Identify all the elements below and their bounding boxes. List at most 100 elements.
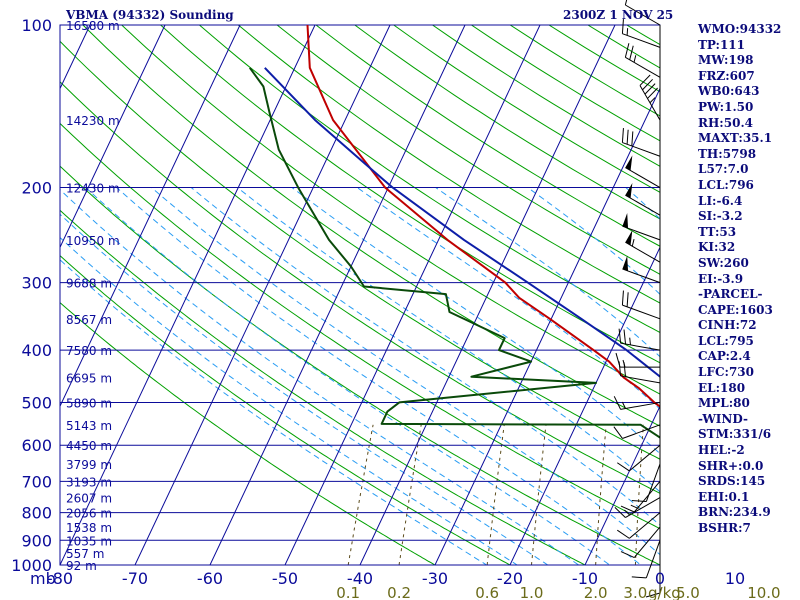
mixing-ratio-label: 1.0 xyxy=(520,584,544,600)
height-label: 6695 m xyxy=(66,372,112,386)
dry-adiabat xyxy=(237,25,660,304)
height-label: 1538 m xyxy=(66,521,112,535)
isotherm xyxy=(209,25,466,565)
barb-full xyxy=(621,290,624,306)
barb-full xyxy=(618,361,622,376)
height-label: 92 m xyxy=(66,559,97,573)
barb-full xyxy=(644,83,656,95)
barb-full xyxy=(639,74,651,86)
isotherm xyxy=(584,405,660,565)
pressure-tick-label: 400 xyxy=(21,341,52,360)
height-label: 9688 m xyxy=(66,277,112,291)
wind-barb xyxy=(624,43,661,78)
wind-barb xyxy=(624,0,661,26)
mixing-ratio-line xyxy=(486,424,505,565)
barb-flag xyxy=(625,183,633,199)
plot-frame xyxy=(59,24,661,566)
pressure-tick-label: 900 xyxy=(21,531,52,550)
height-label: 2607 m xyxy=(66,492,112,506)
dry-adiabat xyxy=(82,25,660,427)
barb-full xyxy=(621,128,624,143)
index-entry: SHR+:0.0 xyxy=(698,458,764,473)
isotherm xyxy=(434,87,660,565)
index-entry: KI:32 xyxy=(698,240,736,255)
barb-full xyxy=(626,292,629,307)
barb-full xyxy=(620,505,635,513)
height-label: 2056 m xyxy=(66,507,112,521)
barb-staff xyxy=(629,512,661,539)
barb-staff xyxy=(625,167,661,188)
dry-adiabat xyxy=(60,122,660,530)
height-label: 8567 m xyxy=(66,313,112,327)
barb-staff xyxy=(622,142,661,157)
index-entry: MW:198 xyxy=(698,53,754,68)
barb-full xyxy=(623,362,627,377)
barb-full xyxy=(617,462,630,472)
sounding-series xyxy=(248,25,660,439)
barb-staff xyxy=(625,194,661,216)
wind-barb xyxy=(617,444,661,472)
wind-barb xyxy=(631,463,661,503)
temperature-tick-label: 10 xyxy=(725,569,745,588)
index-entry: TT:53 xyxy=(698,224,737,239)
index-entry: MPL:80 xyxy=(698,396,750,411)
barb-staff xyxy=(633,526,661,558)
barb-full xyxy=(631,576,647,579)
wind-barb xyxy=(621,290,661,320)
barb-full xyxy=(642,78,653,91)
mixing-ratio-label: 0.1 xyxy=(336,584,360,600)
mixing-ratio-line xyxy=(531,424,547,565)
barb-full xyxy=(624,0,628,6)
index-entry: LCL:795 xyxy=(698,333,754,348)
moist-adiabat xyxy=(291,187,660,455)
index-entry: STM:331/6 xyxy=(698,427,772,442)
moist-adiabat xyxy=(116,187,642,565)
moist-adiabat xyxy=(60,188,580,565)
height-label: 1035 m xyxy=(66,534,112,548)
isotherm xyxy=(359,25,616,565)
indices-panel: WMO:94332 TP:111 MW:198 FRZ:607 WB0:643 PW:1.… xyxy=(698,22,798,537)
barb-staff xyxy=(622,424,661,439)
barb-staff xyxy=(620,342,661,351)
pressure-tick-label: 700 xyxy=(21,472,52,491)
barb-full xyxy=(618,328,622,344)
temperature-line xyxy=(306,25,660,408)
isotherm xyxy=(509,246,660,565)
height-label: 14230 m xyxy=(66,114,120,128)
height-label: 7580 m xyxy=(66,344,112,358)
barb-full xyxy=(614,507,626,518)
wind-barb xyxy=(622,213,661,241)
barb-staff xyxy=(620,401,661,410)
wind-barb xyxy=(618,361,661,384)
barb-half xyxy=(649,97,656,104)
mixing-ratio-line xyxy=(595,424,607,565)
index-entry: LI:-6.4 xyxy=(698,193,743,208)
barb-full xyxy=(623,329,627,345)
barb-flag xyxy=(625,155,633,171)
axis-grid xyxy=(59,24,661,566)
barb-full xyxy=(613,426,623,439)
index-entry: BSHR:7 xyxy=(698,521,751,535)
dry-adiabat xyxy=(198,25,660,334)
height-label: 4450 m xyxy=(66,439,112,453)
wind-barb xyxy=(620,526,661,558)
index-entry: LCL:796 xyxy=(698,177,754,192)
index-entry: BRN:234.9 xyxy=(698,505,771,520)
wind-barb xyxy=(625,155,661,188)
chart-time: 2300Z 1 NOV 25 xyxy=(563,8,674,22)
pressure-tick-label: 1000 xyxy=(11,556,52,575)
wind-barb xyxy=(613,424,661,439)
index-entry: MAXT:35.1 xyxy=(698,131,773,146)
dry-adiabat xyxy=(120,25,660,395)
height-label: 3193 m xyxy=(66,475,112,489)
isotherm xyxy=(60,25,316,565)
wind-barb xyxy=(618,328,661,351)
moist-adiabat xyxy=(190,187,660,526)
index-entry: CAP:2.4 xyxy=(698,349,751,364)
index-entry: WMO:94332 xyxy=(698,22,782,36)
pressure-tick-label: 100 xyxy=(21,16,52,35)
index-entry: L57:7.0 xyxy=(698,162,749,177)
index-entry: -WIND- xyxy=(698,411,748,426)
